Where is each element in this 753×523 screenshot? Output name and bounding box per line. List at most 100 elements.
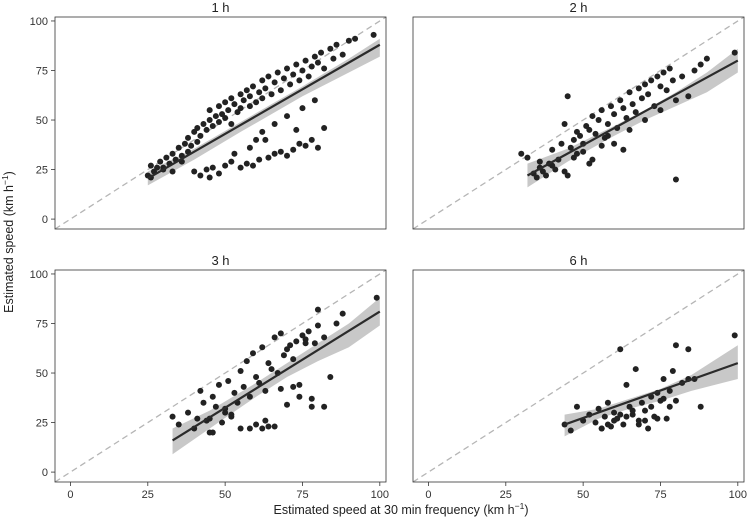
data-point — [228, 95, 235, 102]
panel-border — [54, 16, 387, 230]
data-point — [185, 134, 192, 141]
data-point — [669, 77, 676, 84]
y-tick-label: 75 — [36, 318, 48, 330]
data-point — [642, 81, 649, 88]
data-point — [240, 97, 247, 104]
data-point — [638, 95, 645, 102]
data-point — [215, 381, 222, 388]
data-point — [299, 67, 306, 74]
data-point — [246, 93, 253, 100]
data-point — [209, 164, 216, 171]
data-point — [215, 170, 222, 177]
data-point — [188, 142, 195, 149]
data-point — [536, 158, 543, 165]
data-point — [274, 69, 281, 76]
data-point — [314, 144, 321, 151]
data-point — [629, 101, 636, 108]
data-point — [663, 415, 670, 422]
data-point — [672, 342, 679, 349]
data-point — [611, 111, 618, 118]
data-point — [617, 346, 624, 353]
data-point — [558, 140, 565, 147]
data-point — [185, 409, 192, 416]
data-point — [321, 403, 328, 410]
y-tick-label: 0 — [42, 214, 48, 226]
data-point — [311, 97, 318, 104]
data-point — [660, 375, 667, 382]
data-point — [623, 413, 630, 420]
data-point — [632, 366, 639, 373]
y-tick-label: 75 — [36, 65, 48, 77]
fit-line — [171, 310, 381, 442]
data-point — [663, 87, 670, 94]
data-point — [314, 306, 321, 313]
data-point — [296, 140, 303, 147]
data-point — [253, 373, 260, 380]
data-point — [296, 393, 303, 400]
data-point — [265, 423, 272, 430]
data-point — [314, 59, 321, 66]
data-point — [277, 87, 284, 94]
data-point — [573, 403, 580, 410]
data-point — [626, 89, 633, 96]
data-point — [293, 61, 300, 68]
data-point — [268, 91, 275, 98]
data-point — [246, 103, 253, 110]
data-point — [280, 75, 287, 82]
data-point — [243, 87, 250, 94]
data-point — [666, 65, 673, 72]
data-point — [271, 423, 278, 430]
data-point — [209, 429, 216, 436]
data-point — [567, 144, 574, 151]
panel-title: 6 h — [569, 253, 587, 268]
y-tick-label: 100 — [30, 16, 48, 28]
data-point — [611, 417, 618, 424]
data-point — [561, 120, 568, 127]
data-point — [598, 425, 605, 432]
data-point — [314, 322, 321, 329]
data-point — [345, 37, 352, 44]
data-point — [642, 407, 649, 414]
data-point — [147, 162, 154, 169]
data-point — [580, 148, 587, 155]
data-point — [256, 156, 263, 163]
data-point — [262, 85, 269, 92]
data-point — [154, 164, 161, 171]
x-tick-label: 100 — [729, 489, 747, 501]
data-point — [246, 144, 253, 151]
data-point — [604, 399, 611, 406]
data-point — [206, 117, 213, 124]
data-point — [253, 421, 260, 428]
data-point — [169, 413, 176, 420]
data-point — [259, 95, 266, 102]
data-point — [660, 395, 667, 402]
data-point — [308, 403, 315, 410]
data-point — [666, 403, 673, 410]
data-point — [564, 172, 571, 179]
data-point — [620, 146, 627, 153]
x-tick-label: 25 — [500, 489, 512, 501]
data-point — [731, 332, 738, 339]
data-point — [352, 35, 359, 42]
data-point — [339, 51, 346, 58]
data-point — [645, 91, 652, 98]
data-point — [259, 425, 266, 432]
data-point — [623, 381, 630, 388]
data-point — [262, 387, 269, 394]
fit-line — [564, 362, 739, 426]
data-point — [203, 166, 210, 173]
data-point — [339, 310, 346, 317]
data-point — [197, 172, 204, 179]
data-point — [595, 117, 602, 124]
data-point — [175, 421, 182, 428]
data-point — [549, 162, 556, 169]
data-point — [672, 176, 679, 183]
data-point — [194, 415, 201, 422]
data-point — [287, 81, 294, 88]
identity-line — [413, 270, 744, 482]
fit-line — [526, 59, 739, 177]
y-tick-label: 0 — [42, 467, 48, 479]
x-tick-label: 100 — [371, 489, 389, 501]
data-point — [318, 49, 325, 56]
